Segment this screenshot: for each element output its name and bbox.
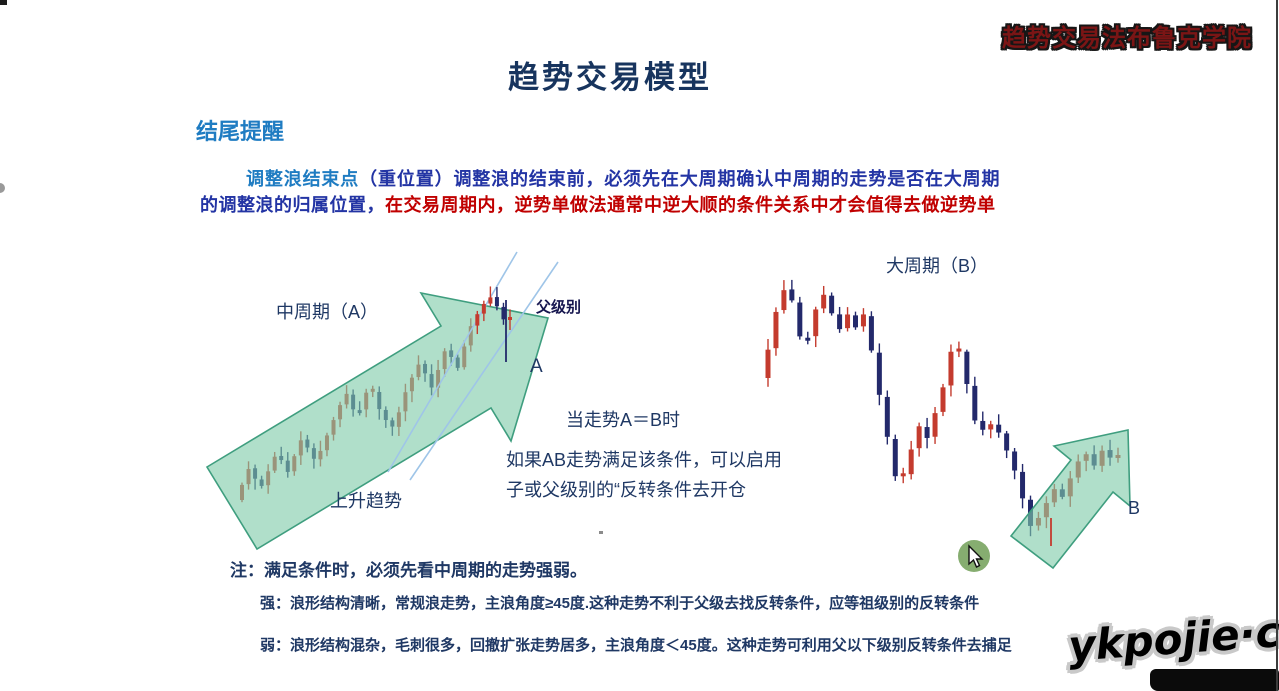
- channel-line: [409, 261, 559, 481]
- trend-arrow: [1009, 429, 1131, 570]
- stray-dot: [599, 531, 603, 534]
- section-heading: 结尾提醒: [196, 119, 285, 144]
- black-blob-watermark: [1150, 669, 1279, 691]
- body-paragraph: 调整浪结束点（重位置）调整浪的结束前，必须先在大周期确认中周期的走势是否在大周期…: [200, 166, 1000, 218]
- paragraph-segment-red: 在交易周期内，逆势单做法通常中逆大顺的条件关系中才会值得去做逆势单: [385, 195, 996, 215]
- screen-edge-artifact: [0, 183, 5, 193]
- label-big-cycle-b: 大周期（B）: [886, 256, 989, 276]
- condition-line2: 子或父级别的“反转条件去开仓: [506, 480, 746, 500]
- paragraph-segment-dark: （重位置）调整浪的结束前，必须先在大周期确认中周期的走势是否在大周期的调整浪的归…: [200, 169, 1000, 215]
- label-parent-level: 父级别: [536, 299, 582, 316]
- label-mid-cycle-a: 中周期（A）: [276, 302, 379, 322]
- top-right-watermark: 趋势交易法布鲁克学院: [1002, 25, 1252, 52]
- trend-arrow: [205, 291, 550, 551]
- mouse-pointer-icon: [968, 544, 984, 568]
- strong-trend-note: 强：浪形结构清晰，常规浪走势，主浪角度≥45度.这种走势不利于父级去找反转条件，…: [260, 595, 980, 612]
- paragraph-segment-light: 调整浪结束点: [246, 169, 360, 189]
- channel-line: [387, 251, 518, 473]
- screen-corner-artifact: [0, 0, 7, 5]
- slide-title: 趋势交易模型: [508, 60, 712, 95]
- label-uptrend: 上升趋势: [330, 491, 402, 511]
- condition-title: 当走势A＝B时: [566, 410, 681, 430]
- mouse-cursor-highlight: [958, 540, 990, 572]
- note-line: 注：满足条件时，必须先看中周期的走势强弱。: [230, 561, 587, 580]
- candlestick-chart-big-cycle-downtrend-B: [765, 279, 1131, 570]
- candlestick-chart-mid-cycle-uptrend-A: [205, 251, 559, 551]
- screen-edge-line: [1276, 0, 1278, 691]
- condition-line1: 如果AB走势满足该条件，可以启用: [506, 450, 783, 470]
- weak-trend-note: 弱：浪形结构混杂，毛刺很多，回撤扩张走势居多，主浪角度＜45度。这种走势可利用父…: [260, 637, 1012, 654]
- label-a: A: [530, 356, 543, 377]
- label-b: B: [1128, 498, 1141, 518]
